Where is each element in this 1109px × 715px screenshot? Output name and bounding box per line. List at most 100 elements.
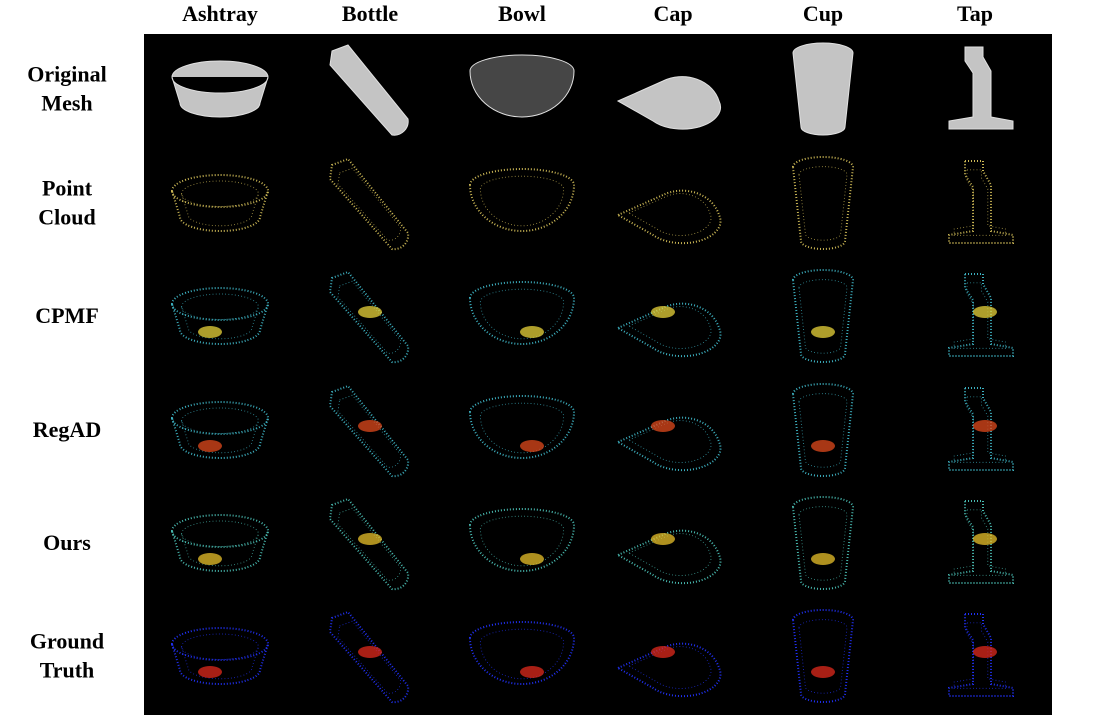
object-render xyxy=(171,514,269,572)
object-render xyxy=(948,500,1014,584)
object-shape-inner xyxy=(181,407,259,454)
object-shape-inner xyxy=(627,193,712,236)
object-shape xyxy=(616,76,721,130)
object-shape-inner xyxy=(953,169,1006,236)
object-shape xyxy=(171,514,269,572)
object-render xyxy=(948,160,1014,244)
object-shape xyxy=(171,287,269,345)
object-render xyxy=(469,54,575,118)
object-shape-inner xyxy=(337,394,401,468)
object-render xyxy=(468,281,576,345)
anomaly-highlight xyxy=(973,646,997,658)
anomaly-highlight xyxy=(811,666,835,678)
object-render xyxy=(468,508,576,572)
anomaly-highlight xyxy=(198,553,222,565)
anomaly-highlight xyxy=(198,440,222,452)
object-render xyxy=(328,270,410,364)
object-shape-inner xyxy=(181,520,259,567)
object-shape-inner xyxy=(337,620,401,694)
object-shape-inner xyxy=(953,622,1006,689)
anomaly-highlight xyxy=(651,420,675,432)
object-shape-inner xyxy=(953,282,1006,349)
object-shape xyxy=(468,281,576,345)
row-label: RegAD xyxy=(33,417,101,442)
object-shape-inner xyxy=(479,515,565,567)
object-shape xyxy=(328,270,410,364)
object-render xyxy=(468,168,576,232)
object-shape-inner xyxy=(798,393,848,468)
object-shape-inner xyxy=(479,628,565,680)
object-shape-inner xyxy=(627,533,712,576)
object-shape xyxy=(948,500,1014,584)
column-header: Tap xyxy=(957,1,993,26)
row-label: Ground xyxy=(30,629,104,654)
object-render xyxy=(791,383,855,477)
column-header: Cap xyxy=(653,1,692,26)
object-shape xyxy=(792,42,854,136)
object-shape-inner xyxy=(181,633,259,680)
object-shape xyxy=(948,387,1014,471)
row-label: Original xyxy=(27,62,106,87)
anomaly-highlight xyxy=(973,306,997,318)
object-shape-inner xyxy=(627,306,712,349)
object-shape-inner xyxy=(953,509,1006,576)
object-shape xyxy=(615,642,722,698)
object-render xyxy=(328,157,410,251)
row-label: Cloud xyxy=(38,205,95,230)
object-render xyxy=(948,387,1014,471)
object-render xyxy=(171,174,269,232)
row-label: Truth xyxy=(40,658,95,683)
anomaly-highlight xyxy=(811,326,835,338)
anomaly-highlight xyxy=(520,440,544,452)
object-shape xyxy=(948,160,1014,244)
object-shape xyxy=(615,302,722,358)
object-render xyxy=(328,384,410,478)
object-render xyxy=(791,609,855,703)
object-render xyxy=(948,613,1014,697)
anomaly-highlight xyxy=(358,306,382,318)
object-shape-inner xyxy=(181,180,259,227)
object-shape-inner xyxy=(798,619,848,694)
anomaly-highlight xyxy=(358,420,382,432)
object-render xyxy=(616,76,721,130)
object-shape xyxy=(468,168,576,232)
object-shape-inner xyxy=(479,288,565,340)
object-shape xyxy=(328,610,410,704)
anomaly-highlight xyxy=(358,646,382,658)
anomaly-highlight xyxy=(358,533,382,545)
column-header: Cup xyxy=(803,1,843,26)
object-render xyxy=(791,269,855,363)
anomaly-highlight xyxy=(651,646,675,658)
object-shape-inner xyxy=(798,279,848,354)
object-render xyxy=(328,610,410,704)
object-shape xyxy=(328,497,410,591)
object-render xyxy=(171,60,269,118)
object-shape xyxy=(948,46,1014,130)
object-shape-inner xyxy=(798,166,848,241)
object-shape-inner xyxy=(181,293,259,340)
anomaly-highlight xyxy=(520,553,544,565)
object-shape xyxy=(948,273,1014,357)
object-render xyxy=(171,401,269,459)
anomaly-highlight xyxy=(651,533,675,545)
object-shape xyxy=(328,384,410,478)
object-shape-inner xyxy=(627,420,712,463)
object-render xyxy=(791,496,855,590)
object-render xyxy=(171,627,269,685)
object-shape xyxy=(791,156,855,250)
object-shape xyxy=(791,269,855,363)
image-panel xyxy=(144,34,1052,715)
object-shape-inner xyxy=(627,646,712,689)
object-shape xyxy=(171,60,269,118)
object-shape xyxy=(329,44,409,136)
object-render xyxy=(171,287,269,345)
row-label: CPMF xyxy=(35,303,99,328)
object-render xyxy=(615,302,722,358)
object-shape xyxy=(791,383,855,477)
column-header: Ashtray xyxy=(182,1,258,26)
object-shape xyxy=(791,496,855,590)
object-shape xyxy=(468,621,576,685)
object-shape xyxy=(615,529,722,585)
object-render xyxy=(615,529,722,585)
